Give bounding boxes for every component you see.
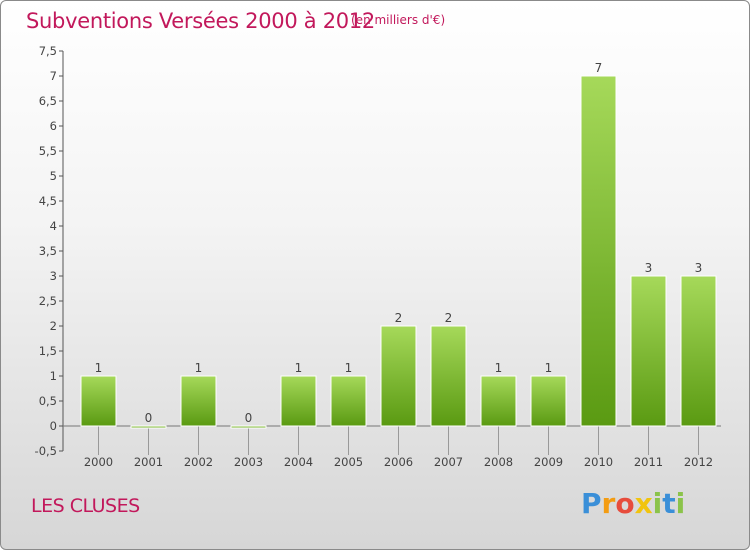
x-tick-label: 2010 — [584, 455, 613, 469]
logo-letter: x — [634, 487, 653, 520]
y-tick-label: 1,5 — [39, 344, 57, 358]
bar — [330, 375, 367, 427]
logo-letter: P — [581, 487, 602, 520]
bar — [430, 325, 467, 427]
x-tick-label: 2005 — [334, 455, 363, 469]
bar — [530, 375, 567, 427]
bar-value-label: 1 — [495, 361, 503, 375]
y-tick-label: 0,5 — [39, 394, 57, 408]
x-tick-label: 2003 — [234, 455, 263, 469]
y-tick-label: 6,5 — [39, 94, 57, 108]
x-tick-label: 2009 — [534, 455, 563, 469]
x-tick-label: 2012 — [684, 455, 713, 469]
commune-name: LES CLUSES — [31, 495, 140, 517]
y-tick-label: 4 — [50, 219, 57, 233]
bar — [630, 275, 667, 427]
bar — [230, 425, 267, 429]
logo-letter: i — [652, 487, 663, 520]
x-tick-label: 2001 — [134, 455, 163, 469]
bar — [80, 375, 117, 427]
y-tick-label: 4,5 — [39, 194, 57, 208]
bar-value-label: 1 — [195, 361, 203, 375]
bar-value-label: 2 — [395, 311, 403, 325]
x-tick-label: 2004 — [284, 455, 313, 469]
bar-value-label: 7 — [595, 61, 603, 75]
bar — [280, 375, 317, 427]
x-tick-label: 2008 — [484, 455, 513, 469]
logo-letter: r — [601, 487, 616, 520]
y-tick-label: -0,5 — [35, 444, 57, 458]
bar-value-label: 1 — [95, 361, 103, 375]
logo-letter: t — [662, 487, 676, 520]
bar — [380, 325, 417, 427]
y-tick-label: 5,5 — [39, 144, 57, 158]
y-tick-label: 2 — [50, 319, 57, 333]
y-tick-label: 3 — [50, 269, 57, 283]
bar-value-label: 2 — [445, 311, 453, 325]
y-tick-label: 5 — [50, 169, 57, 183]
x-tick-label: 2000 — [84, 455, 113, 469]
x-tick-label: 2011 — [634, 455, 663, 469]
y-tick-label: 6 — [50, 119, 57, 133]
unit-label: (en milliers d'€) — [351, 13, 446, 27]
logo-letter: i — [675, 487, 686, 520]
bar-value-label: 0 — [245, 411, 253, 425]
proxiti-logo[interactable]: Proxiti — [581, 487, 685, 520]
y-tick-label: 2,5 — [39, 294, 57, 308]
y-tick-label: 7 — [50, 69, 57, 83]
bar-value-label: 1 — [345, 361, 353, 375]
x-tick-label: 2007 — [434, 455, 463, 469]
y-tick-label: 0 — [50, 419, 57, 433]
bar-value-label: 3 — [645, 261, 653, 275]
y-tick-label: 3,5 — [39, 244, 57, 258]
bar-value-label: 0 — [145, 411, 153, 425]
y-tick-label: 7,5 — [39, 44, 57, 58]
y-tick-label: 1 — [50, 369, 57, 383]
bar-value-label: 3 — [695, 261, 703, 275]
bar — [130, 425, 167, 429]
logo-letter: o — [615, 487, 635, 520]
bar — [180, 375, 217, 427]
x-tick-label: 2006 — [384, 455, 413, 469]
x-tick-label: 2002 — [184, 455, 213, 469]
bar — [480, 375, 517, 427]
bar-value-label: 1 — [295, 361, 303, 375]
bar — [680, 275, 717, 427]
bar-value-label: 1 — [545, 361, 553, 375]
bar — [580, 75, 617, 427]
chart-title: Subventions Versées 2000 à 2012 — [26, 9, 375, 33]
